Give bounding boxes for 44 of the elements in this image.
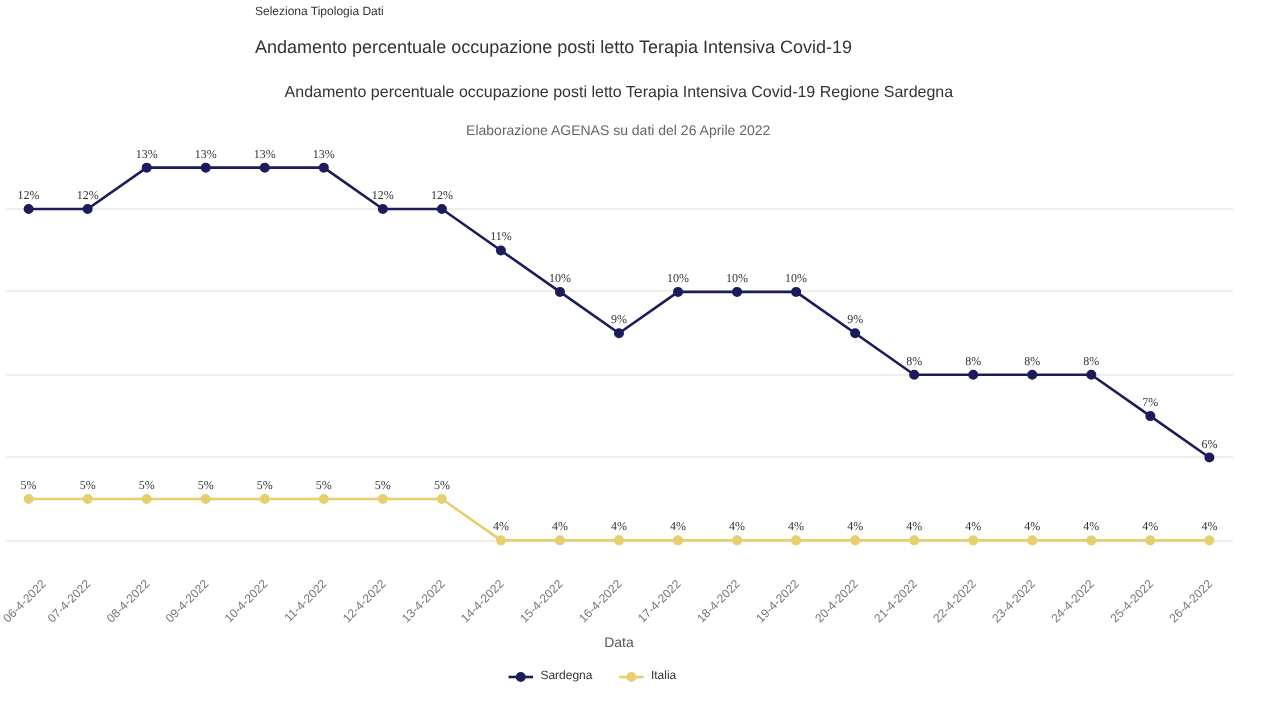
chart-title: Andamento percentuale occupazione posti letto Terapia Intensiva Covid-19 Regione Sardegna	[284, 83, 955, 101]
point	[436, 204, 447, 215]
point	[1204, 535, 1215, 546]
point	[495, 535, 506, 546]
point	[909, 369, 920, 380]
point	[791, 535, 802, 546]
point	[377, 493, 388, 504]
point	[614, 535, 624, 546]
point	[1145, 535, 1156, 546]
point	[1027, 369, 1038, 380]
point	[673, 535, 684, 546]
point	[141, 162, 152, 173]
point	[1145, 411, 1156, 422]
text: Andamento percentuale occupazione posti letto Terapia Intensiva Covid-19	[255, 37, 853, 57]
point	[554, 286, 565, 297]
point	[850, 535, 861, 546]
point	[318, 493, 329, 504]
point	[673, 286, 684, 297]
point	[1086, 535, 1097, 546]
point	[377, 204, 388, 215]
point	[23, 493, 34, 504]
point	[732, 286, 743, 297]
point	[791, 286, 802, 297]
point	[850, 328, 861, 339]
point	[495, 245, 506, 256]
point	[614, 328, 624, 339]
point	[1027, 535, 1038, 546]
point	[732, 535, 743, 546]
point	[554, 535, 565, 546]
point	[968, 535, 979, 546]
point	[436, 493, 447, 504]
point	[1086, 369, 1097, 380]
point	[23, 204, 34, 215]
point	[82, 204, 93, 215]
point	[318, 162, 329, 173]
point	[1204, 452, 1215, 463]
point	[259, 493, 270, 504]
point	[141, 493, 152, 504]
point	[968, 369, 979, 380]
point	[82, 493, 93, 504]
point	[259, 162, 270, 173]
point	[200, 162, 211, 173]
point	[200, 493, 211, 504]
point	[909, 535, 920, 546]
